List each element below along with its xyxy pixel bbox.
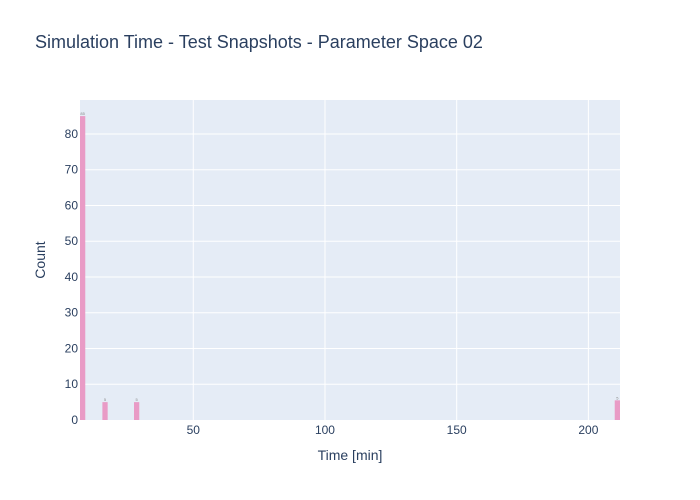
chart-title: Simulation Time - Test Snapshots - Param… <box>35 32 483 52</box>
bar[interactable] <box>80 116 86 420</box>
y-tick-label: 80 <box>65 127 79 141</box>
bar-data-label: 85 <box>80 111 85 116</box>
y-tick-label: 0 <box>71 413 78 427</box>
y-tick-label: 10 <box>65 377 79 391</box>
bars <box>80 116 620 420</box>
y-tick-label: 40 <box>65 270 79 284</box>
y-tick-label: 70 <box>65 163 79 177</box>
gridlines <box>80 100 620 420</box>
y-tick-label: 50 <box>65 234 79 248</box>
y-tick-label: 60 <box>65 198 79 212</box>
bar[interactable] <box>102 402 108 420</box>
plot-area <box>80 100 620 420</box>
x-tick-label: 50 <box>187 423 201 437</box>
bar[interactable] <box>614 400 620 420</box>
x-tick-label: 150 <box>447 423 467 437</box>
x-axis-title: Time [min] <box>318 447 383 463</box>
bar-data-label: 5 <box>104 397 107 402</box>
data-labels: 85 5 5 5 <box>80 111 619 402</box>
bar[interactable] <box>134 402 140 420</box>
x-tick-label: 200 <box>578 423 598 437</box>
y-axis-ticks: 0 10 20 30 40 50 60 70 80 <box>65 127 79 427</box>
x-tick-label: 100 <box>315 423 335 437</box>
x-axis-ticks: 50 100 150 200 <box>187 423 599 437</box>
bar-data-label: 5 <box>136 397 139 402</box>
y-tick-label: 30 <box>65 306 79 320</box>
y-axis-title: Count <box>32 241 48 278</box>
bar-data-label: 5 <box>616 395 619 400</box>
y-tick-label: 20 <box>65 341 79 355</box>
